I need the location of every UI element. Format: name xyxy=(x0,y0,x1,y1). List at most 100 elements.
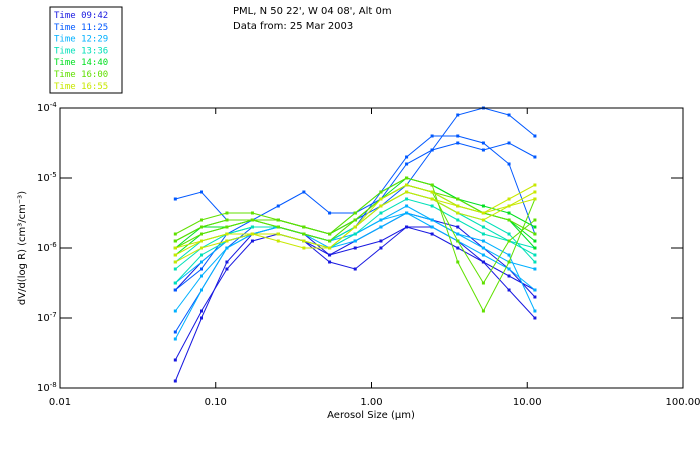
data-point xyxy=(481,246,485,250)
legend-box xyxy=(49,6,123,94)
series-line xyxy=(174,177,536,256)
data-point xyxy=(199,225,203,229)
data-point xyxy=(533,260,537,264)
x-tick-label: 10.00 xyxy=(513,397,542,408)
data-point xyxy=(456,260,460,264)
series-line xyxy=(175,184,536,249)
data-point xyxy=(430,148,434,152)
data-point xyxy=(173,379,177,383)
series-line xyxy=(174,191,536,270)
data-point xyxy=(481,239,485,243)
data-point xyxy=(430,225,434,229)
data-point xyxy=(481,141,485,145)
data-point xyxy=(173,358,177,362)
data-point xyxy=(379,239,383,243)
data-point xyxy=(199,246,203,250)
data-point xyxy=(199,218,203,222)
data-point xyxy=(276,218,280,222)
data-point xyxy=(456,134,460,138)
data-point xyxy=(353,239,357,243)
y-axis-label: dV/d(log R) (cm³/cm⁻³) xyxy=(17,191,28,305)
data-point xyxy=(481,309,485,313)
data-point xyxy=(405,190,409,194)
data-point xyxy=(533,232,537,236)
data-point xyxy=(353,232,357,236)
data-point xyxy=(430,183,434,187)
x-tick-label: 0.10 xyxy=(205,397,227,408)
data-point xyxy=(507,141,511,145)
data-point xyxy=(173,232,177,236)
data-point xyxy=(456,246,460,250)
data-point xyxy=(507,232,511,236)
data-point xyxy=(225,260,229,264)
data-point xyxy=(533,316,537,320)
data-point xyxy=(533,253,537,257)
data-point xyxy=(533,218,537,222)
legend-entry: Time 12:29 xyxy=(54,35,108,45)
data-point xyxy=(250,218,254,222)
x-axis-label: Aerosol Size (µm) xyxy=(327,410,415,421)
data-point xyxy=(302,239,306,243)
data-point xyxy=(250,225,254,229)
x-tick-label: 1.00 xyxy=(360,397,382,408)
data-point xyxy=(533,246,537,250)
data-point xyxy=(481,281,485,285)
data-point xyxy=(533,155,537,159)
data-point xyxy=(328,232,332,236)
data-point xyxy=(430,232,434,236)
data-point xyxy=(328,253,332,257)
data-point xyxy=(199,274,203,278)
data-point xyxy=(456,204,460,208)
data-point xyxy=(353,218,357,222)
data-point xyxy=(328,260,332,264)
data-point xyxy=(302,246,306,250)
data-point xyxy=(533,295,537,299)
y-tick-label: 10-8 xyxy=(37,381,57,394)
data-point xyxy=(199,253,203,257)
data-point xyxy=(225,225,229,229)
y-tick-label: 10-4 xyxy=(37,101,57,114)
data-point xyxy=(302,232,306,236)
data-point xyxy=(225,239,229,243)
data-point xyxy=(481,253,485,257)
data-point xyxy=(302,190,306,194)
data-point xyxy=(173,267,177,271)
x-tick-label: 0.01 xyxy=(49,397,71,408)
data-point xyxy=(533,197,537,201)
data-point xyxy=(276,204,280,208)
series-layer xyxy=(173,106,537,383)
legend-entry: Time 09:42 xyxy=(54,11,108,21)
data-point xyxy=(199,267,203,271)
y-tick-label: 10-7 xyxy=(37,311,57,324)
data-point xyxy=(481,204,485,208)
data-point xyxy=(225,246,229,250)
legend-entry: Time 14:40 xyxy=(54,58,108,68)
plot-frame xyxy=(59,107,684,389)
data-point xyxy=(353,267,357,271)
data-point xyxy=(456,232,460,236)
series-line xyxy=(174,205,536,312)
series-line xyxy=(175,142,536,221)
data-point xyxy=(507,218,511,222)
data-point xyxy=(199,190,203,194)
data-point xyxy=(379,246,383,250)
data-point xyxy=(430,204,434,208)
data-point xyxy=(173,337,177,341)
data-point xyxy=(456,113,460,117)
legend-entry: Time 11:25 xyxy=(54,23,108,33)
data-point xyxy=(199,232,203,236)
legend-entry: Time 16:00 xyxy=(54,70,108,80)
data-point xyxy=(507,197,511,201)
data-point xyxy=(173,260,177,264)
data-point xyxy=(173,246,177,250)
data-point xyxy=(199,316,203,320)
data-point xyxy=(353,246,357,250)
data-point xyxy=(533,183,537,187)
data-point xyxy=(430,190,434,194)
data-point xyxy=(250,239,254,243)
data-point xyxy=(507,260,511,264)
data-point xyxy=(405,204,409,208)
data-point xyxy=(173,309,177,313)
data-point xyxy=(199,288,203,292)
